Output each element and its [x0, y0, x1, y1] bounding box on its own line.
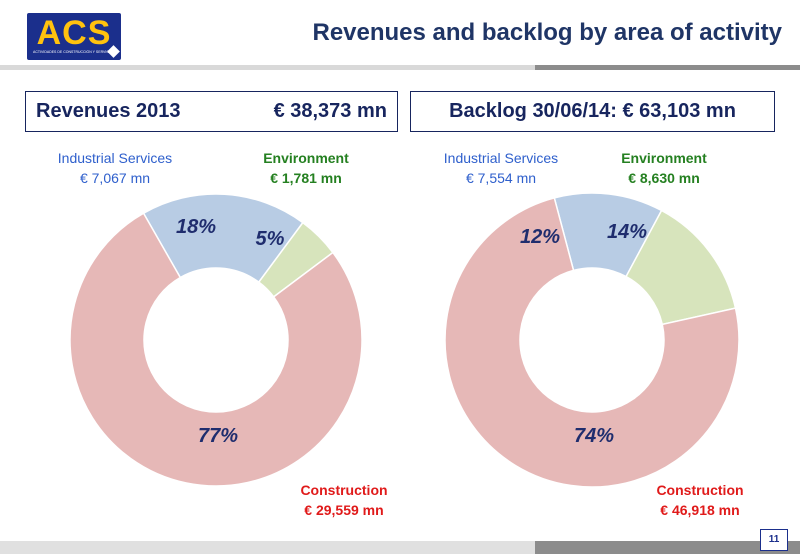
- revenues-header-box: Revenues 2013 € 38,373 mn: [25, 91, 398, 132]
- logo-subtext: ACTIVIDADES DE CONSTRUCCIÓN Y SERVICIOS: [33, 50, 115, 54]
- donut1-value-label-industrial: € 7,554 mn: [466, 170, 536, 186]
- donut0-value-label-industrial: € 7,067 mn: [80, 170, 150, 186]
- page-number: 11: [760, 529, 788, 551]
- donut0-category-label-environment: Environment: [263, 150, 349, 166]
- acs-logo: ACS ACTIVIDADES DE CONSTRUCCIÓN Y SERVIC…: [27, 13, 121, 60]
- revenues-title: Revenues 2013: [36, 100, 181, 122]
- donut0-slice-industrial: [142, 193, 304, 284]
- footer-rule: [0, 541, 800, 554]
- donut0-pct-label-environment: 5%: [256, 228, 285, 250]
- donut1-value-label-construction: € 46,918 mn: [660, 502, 739, 518]
- page-title: Revenues and backlog by area of activity: [312, 19, 782, 46]
- donut0-value-label-construction: € 29,559 mn: [304, 502, 383, 518]
- donut1-pct-label-environment: 14%: [607, 221, 647, 243]
- donut1-category-label-environment: Environment: [621, 150, 707, 166]
- donut1-slice-construction: [444, 196, 740, 488]
- donut0-slice-construction: [69, 212, 363, 487]
- donut1-category-label-industrial: Industrial Services: [444, 150, 558, 166]
- donut0-pct-label-construction: 77%: [198, 425, 238, 447]
- donut0-category-label-industrial: Industrial Services: [58, 150, 172, 166]
- donut1-category-label-construction: Construction: [656, 482, 743, 498]
- backlog-title: Backlog 30/06/14: € 63,103 mn: [449, 100, 736, 122]
- revenues-total: € 38,373 mn: [273, 100, 387, 122]
- header-rule: [0, 65, 800, 70]
- logo-text: ACS: [36, 14, 112, 52]
- donut1-pct-label-industrial: 12%: [520, 226, 560, 248]
- donut0-value-label-environment: € 1,781 mn: [270, 170, 342, 186]
- donut0-pct-label-industrial: 18%: [176, 216, 216, 238]
- donut0-category-label-construction: Construction: [300, 482, 387, 498]
- backlog-header-box: Backlog 30/06/14: € 63,103 mn: [410, 91, 775, 132]
- donut1-value-label-environment: € 8,630 mn: [628, 170, 700, 186]
- donut1-pct-label-construction: 74%: [574, 425, 614, 447]
